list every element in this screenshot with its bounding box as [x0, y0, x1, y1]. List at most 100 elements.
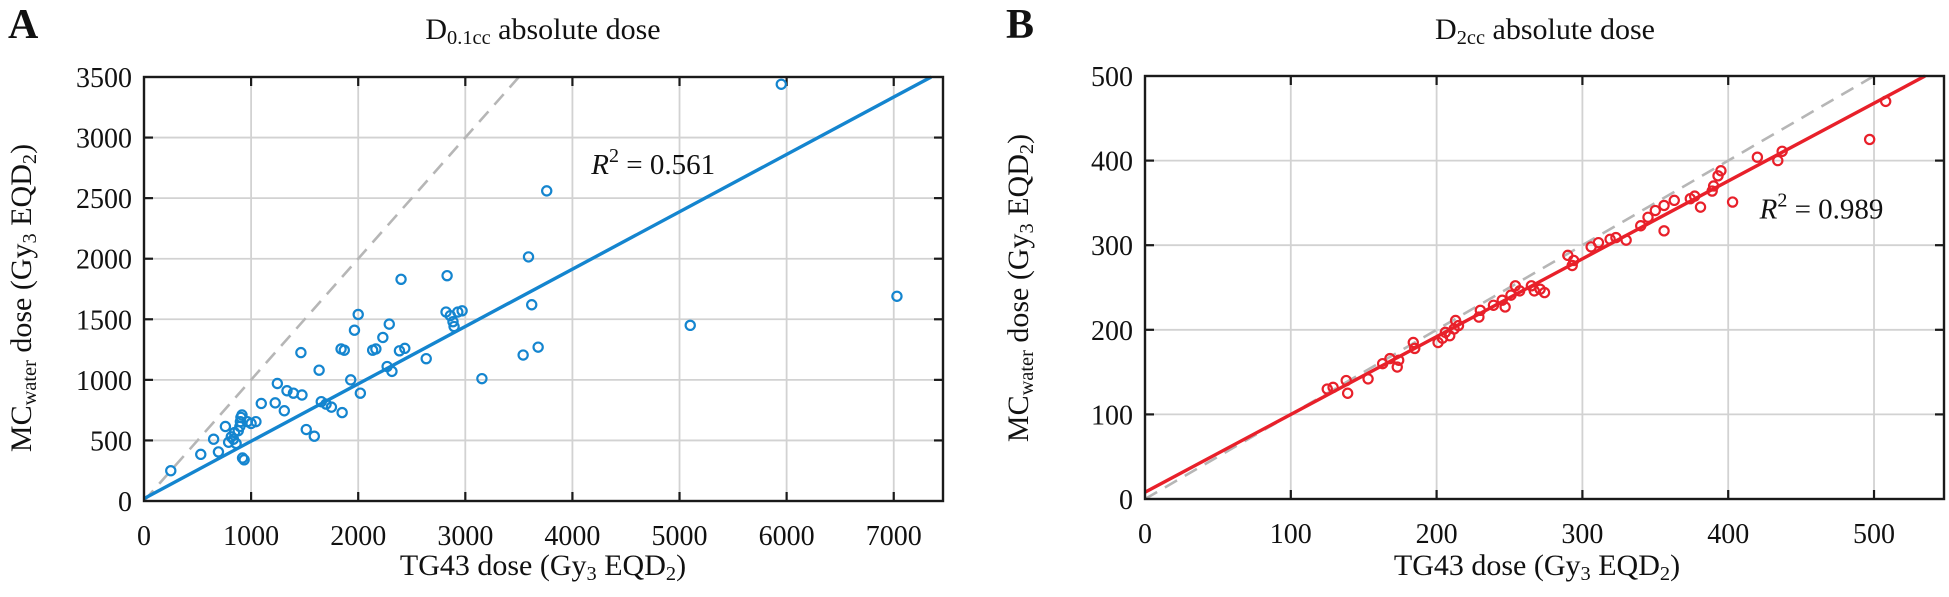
data-point — [522, 251, 535, 263]
data-point — [448, 320, 460, 333]
data-point — [377, 331, 389, 344]
data-point — [1751, 151, 1764, 163]
x-tick-label: 2000 — [330, 521, 386, 552]
data-point — [1776, 145, 1788, 157]
scatter-plot-a: 0 1000 2000 3000 4000 5000 6000 7000 0 500 1000 150… — [76, 63, 945, 552]
data-point — [195, 448, 207, 461]
data-point — [1321, 383, 1333, 395]
x-tick-label: 5000 — [652, 521, 708, 552]
panel-a-letter: A — [8, 2, 39, 48]
panel-a: 0 1000 2000 3000 4000 5000 6000 7000 0 500 1000 150… — [5, 2, 945, 585]
panel-b: 0 100 200 300 400 500 0 100 200 300 400 500 R2 = 0.9… — [975, 0, 1949, 597]
axis-border — [142, 75, 945, 503]
axis-border — [1143, 74, 1946, 501]
x-tick-label: 200 — [1416, 519, 1458, 550]
data-point — [1474, 304, 1487, 317]
data-point — [207, 433, 220, 445]
data-point — [1592, 236, 1605, 249]
x-tick-label: 300 — [1561, 519, 1603, 550]
y-tick-label: 0 — [1119, 485, 1133, 516]
data-point — [278, 405, 291, 417]
data-point — [236, 452, 249, 464]
data-point — [1538, 286, 1551, 299]
data-point — [1436, 332, 1449, 344]
data-point — [219, 420, 232, 433]
data-point — [1496, 294, 1508, 306]
panel-a-y-axis-label: MCwater dose (Gy3 EQD2) — [5, 143, 41, 453]
x-tick-label: 4000 — [544, 521, 600, 552]
data-point — [250, 415, 262, 428]
data-point — [399, 342, 411, 355]
data-point — [1658, 225, 1670, 237]
data-point — [891, 290, 903, 302]
data-point — [1726, 196, 1739, 208]
data-point — [476, 372, 488, 385]
data-point — [295, 346, 307, 359]
data-point — [383, 318, 395, 330]
data-point — [345, 374, 357, 386]
data-point — [1668, 194, 1680, 207]
data-point — [313, 364, 325, 376]
data-point — [1658, 199, 1670, 212]
data-point — [348, 324, 361, 336]
data-point — [281, 385, 293, 397]
x-tick-label: 1000 — [223, 521, 279, 552]
data-point — [1635, 220, 1647, 232]
data-point — [1487, 299, 1500, 311]
data-point — [532, 341, 544, 353]
y-tick-label: 1500 — [76, 305, 132, 336]
data-point — [1649, 204, 1662, 217]
panel-b-letter: B — [1006, 2, 1035, 48]
y-tick-label: 3500 — [76, 63, 132, 94]
scatter-plot-b: 0 100 200 300 400 500 0 100 200 300 400 500 R2 = 0.9… — [1091, 62, 1946, 550]
y-tick-label: 1000 — [76, 366, 132, 397]
panel-b-y-axis-label: MCwater dose (Gy3 EQD2) — [1002, 133, 1038, 443]
x-tick-label: 0 — [137, 521, 151, 552]
data-point — [1392, 354, 1405, 366]
r-squared-annotation: R2 = 0.561 — [590, 145, 715, 181]
data-point — [441, 269, 453, 282]
data-point — [541, 185, 553, 197]
y-tick-label: 200 — [1091, 316, 1133, 347]
data-point — [1505, 289, 1517, 301]
data-point — [325, 401, 338, 413]
data-point — [517, 349, 529, 361]
y-tick-label: 3000 — [76, 124, 132, 155]
data-point — [1376, 357, 1389, 370]
y-tick-label: 500 — [90, 426, 132, 457]
x-tick-label: 100 — [1270, 519, 1312, 550]
data-point — [1620, 234, 1632, 246]
data-point — [1604, 233, 1616, 245]
data-point — [386, 365, 398, 378]
data-point — [1642, 211, 1654, 223]
data-point — [1528, 285, 1540, 297]
y-tick-label: 2000 — [76, 245, 132, 276]
data-point — [1407, 336, 1419, 349]
data-point — [1879, 95, 1892, 108]
x-tick-label: 400 — [1707, 519, 1749, 550]
y-tick-label: 2500 — [76, 184, 132, 215]
data-point — [354, 387, 367, 399]
y-tick-label: 500 — [1091, 62, 1133, 93]
data-point — [1341, 387, 1354, 399]
panel-b-x-axis-label: TG43 dose (Gy3 EQD2) — [1393, 549, 1681, 585]
data-point — [775, 78, 787, 90]
data-point — [165, 465, 177, 477]
data-point — [352, 308, 364, 321]
x-tick-label: 500 — [1853, 519, 1895, 550]
data-point — [1473, 311, 1485, 323]
y-tick-label: 0 — [118, 487, 132, 518]
x-tick-label: 6000 — [759, 521, 815, 552]
y-tick-label: 100 — [1091, 400, 1133, 431]
y-tick-label: 400 — [1091, 147, 1133, 178]
data-point — [370, 343, 382, 355]
data-point — [1452, 319, 1465, 332]
data-point — [1772, 154, 1784, 167]
data-point — [1610, 231, 1622, 244]
data-point — [1391, 361, 1403, 373]
data-point — [255, 397, 267, 410]
x-tick-label: 3000 — [437, 521, 493, 552]
y-tick-label: 300 — [1091, 231, 1133, 262]
data-point — [1514, 285, 1526, 297]
